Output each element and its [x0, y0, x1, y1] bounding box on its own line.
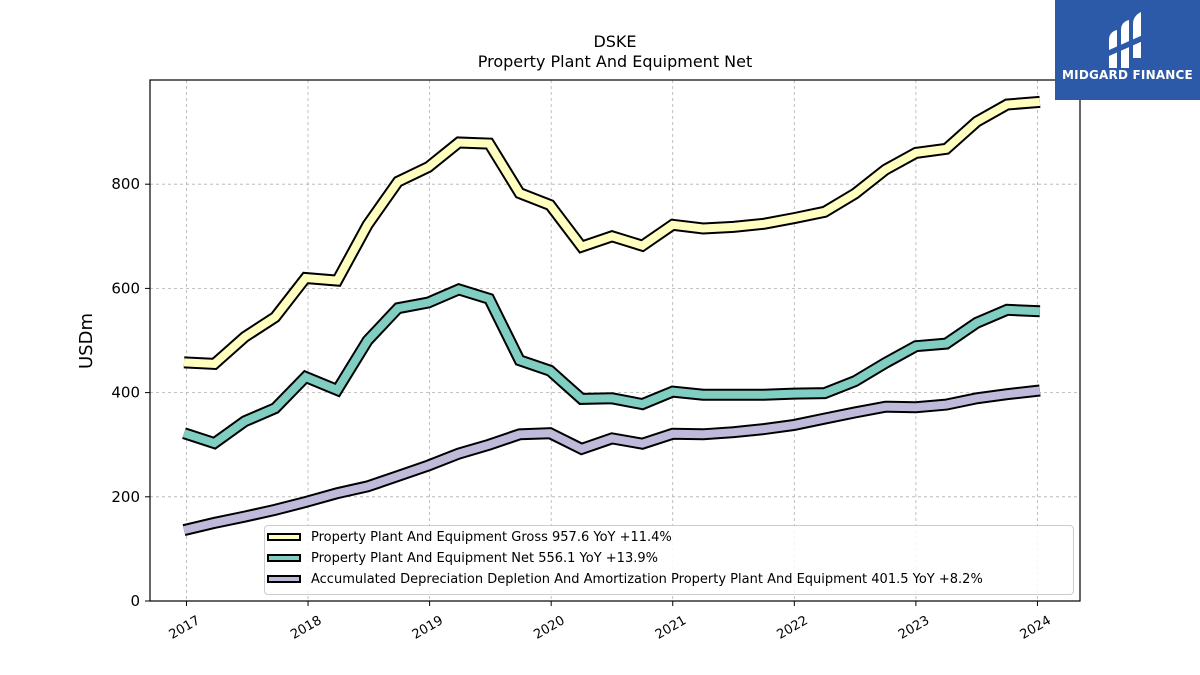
legend-item: Property Plant And Equipment Net 556.1 Y… [265, 549, 1065, 569]
series-layer [182, 95, 1041, 536]
x-tick-label: 2021 [653, 613, 689, 643]
x-tick-label: 2022 [774, 613, 810, 643]
x-tick-label: 2019 [410, 613, 446, 643]
legend-label: Property Plant And Equipment Gross 957.6… [311, 530, 672, 545]
y-tick-label: 800 [111, 175, 140, 193]
x-tick-label: 2023 [896, 613, 932, 643]
series-2-line [183, 386, 1041, 534]
y-tick-label: 400 [111, 384, 140, 402]
legend-item: Accumulated Depreciation Depletion And A… [265, 570, 1065, 590]
legend-label: Property Plant And Equipment Net 556.1 Y… [311, 551, 658, 566]
legend-item: Property Plant And Equipment Gross 957.6… [265, 528, 1065, 548]
brand-name: MIDGARD FINANCE [1062, 68, 1193, 82]
plot-frame [149, 79, 1081, 602]
series-1-outline [182, 283, 1041, 450]
y-axis: 0 200 400 600 800 [111, 175, 150, 610]
x-tick-label: 2018 [288, 613, 324, 643]
x-tick-label: 2017 [167, 613, 203, 643]
series-1-line [182, 285, 1041, 448]
midgard-logo-icon [1109, 12, 1145, 68]
series-2-outline [182, 384, 1041, 536]
y-tick-label: 600 [111, 279, 140, 297]
y-tick-label: 0 [130, 592, 140, 610]
brand-logo: MIDGARD FINANCE [1055, 0, 1200, 100]
y-tick-label: 200 [111, 488, 140, 506]
x-axis: 2017 2018 2019 2020 2021 2022 2023 2024 [167, 601, 1054, 643]
chart-legend: Property Plant And Equipment Gross 957.6… [264, 525, 1074, 595]
y-axis-label: USDm [76, 313, 97, 369]
x-tick-label: 2024 [1018, 613, 1054, 643]
legend-swatch [267, 554, 301, 562]
x-tick-label: 2020 [531, 613, 567, 643]
chart-title: DSKE [593, 32, 637, 51]
gridlines [150, 80, 1080, 601]
legend-swatch [267, 533, 301, 541]
legend-label: Accumulated Depreciation Depletion And A… [311, 572, 983, 587]
legend-swatch [267, 575, 301, 583]
chart-subtitle: Property Plant And Equipment Net [477, 52, 753, 71]
series-0-line [183, 97, 1041, 368]
